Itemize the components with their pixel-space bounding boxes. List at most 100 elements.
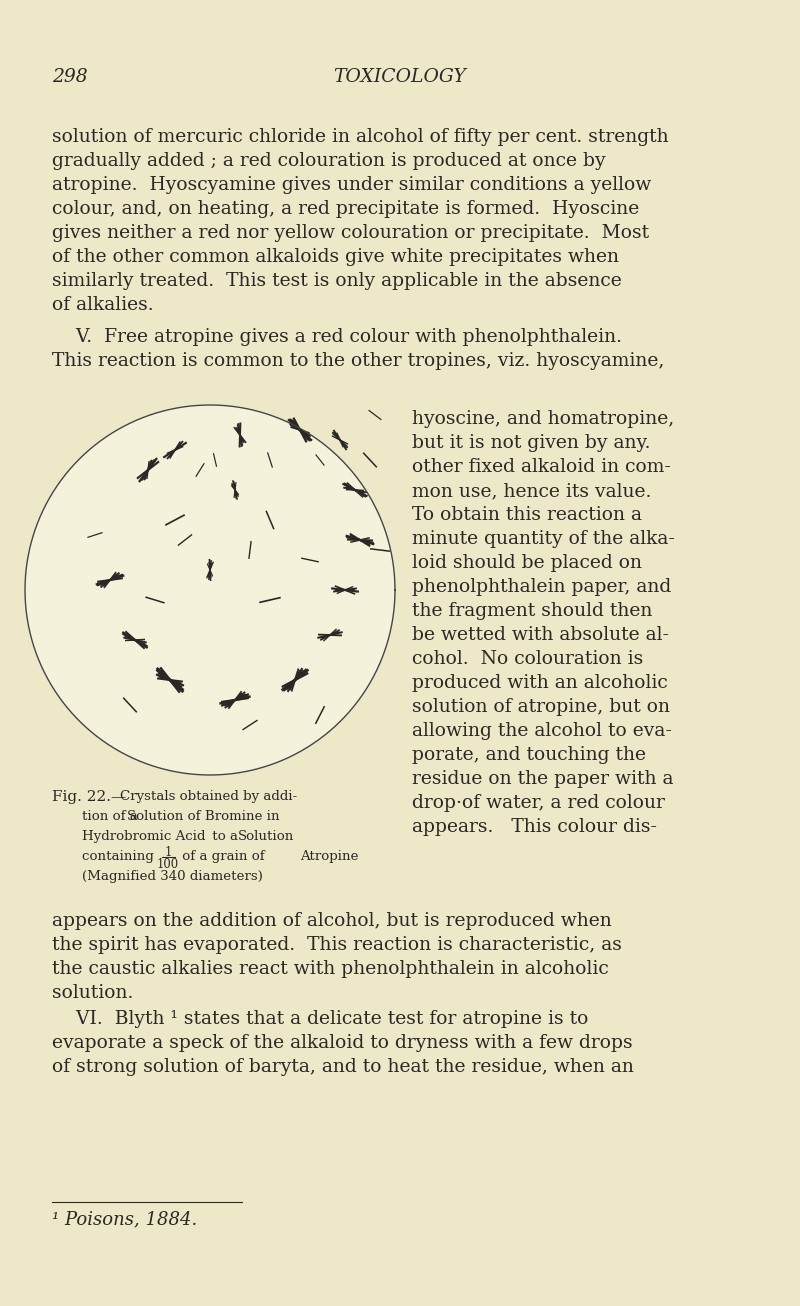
Polygon shape (332, 435, 348, 445)
Polygon shape (206, 563, 214, 577)
Polygon shape (236, 428, 244, 441)
Polygon shape (346, 482, 364, 498)
Polygon shape (332, 431, 348, 448)
Text: be wetted with absolute al-: be wetted with absolute al- (412, 626, 669, 644)
Polygon shape (165, 515, 185, 526)
Polygon shape (286, 670, 305, 691)
Polygon shape (232, 483, 238, 496)
Text: solution of atropine, but on: solution of atropine, but on (412, 697, 670, 716)
Polygon shape (208, 562, 212, 579)
Polygon shape (368, 410, 382, 421)
Text: produced with an alcoholic: produced with an alcoholic (412, 674, 668, 692)
Text: cohol.  No colouration is: cohol. No colouration is (412, 650, 643, 667)
Polygon shape (195, 462, 205, 477)
Polygon shape (230, 485, 239, 495)
Polygon shape (158, 671, 182, 688)
Polygon shape (162, 441, 187, 458)
Text: Solution of Bromine in: Solution of Bromine in (127, 810, 280, 823)
Text: hyoscine, and homatropine,: hyoscine, and homatropine, (412, 410, 674, 428)
Text: Crystals obtained by addi-: Crystals obtained by addi- (120, 790, 298, 803)
Polygon shape (103, 573, 117, 586)
Polygon shape (123, 636, 147, 644)
Polygon shape (290, 669, 299, 692)
Text: solution of mercuric chloride in alcohol of fifty per cent. strength: solution of mercuric chloride in alcohol… (52, 128, 669, 146)
Text: residue on the paper with a: residue on the paper with a (412, 771, 674, 788)
Polygon shape (333, 588, 357, 593)
Text: ¹ Poisons, 1884.: ¹ Poisons, 1884. (52, 1209, 198, 1228)
Polygon shape (206, 562, 214, 579)
Polygon shape (236, 427, 244, 443)
Polygon shape (331, 588, 359, 593)
Polygon shape (293, 417, 307, 443)
Polygon shape (136, 461, 160, 479)
Text: appears on the addition of alcohol, but is reproduced when: appears on the addition of alcohol, but … (52, 912, 612, 930)
Polygon shape (248, 541, 252, 559)
Polygon shape (219, 695, 251, 705)
Polygon shape (155, 674, 185, 687)
Text: tion of a: tion of a (82, 810, 142, 823)
Polygon shape (97, 577, 123, 582)
Polygon shape (144, 460, 152, 479)
Polygon shape (146, 461, 150, 479)
Polygon shape (238, 422, 242, 448)
Polygon shape (235, 427, 245, 443)
Polygon shape (289, 418, 311, 441)
Text: appears.   This colour dis-: appears. This colour dis- (412, 818, 657, 836)
Polygon shape (122, 631, 149, 649)
Polygon shape (362, 452, 378, 468)
Text: minute quantity of the alka-: minute quantity of the alka- (412, 530, 675, 549)
Text: the caustic alkalies react with phenolphthalein in alcoholic: the caustic alkalies react with phenolph… (52, 960, 609, 978)
Polygon shape (287, 418, 313, 441)
Polygon shape (233, 481, 237, 499)
Polygon shape (267, 452, 273, 468)
Polygon shape (155, 669, 185, 691)
Text: Solution: Solution (238, 831, 294, 842)
Polygon shape (209, 559, 211, 581)
Text: (Magnified 340 diameters): (Magnified 340 diameters) (82, 870, 263, 883)
Text: the fragment should then: the fragment should then (412, 602, 652, 620)
Text: gradually added ; a red colouration is produced at once by: gradually added ; a red colouration is p… (52, 151, 606, 170)
Text: colour, and, on heating, a red precipitate is formed.  Hyoscine: colour, and, on heating, a red precipita… (52, 200, 639, 218)
Polygon shape (242, 720, 258, 730)
Polygon shape (281, 669, 309, 692)
Polygon shape (122, 697, 138, 713)
Text: TOXICOLOGY: TOXICOLOGY (334, 68, 466, 86)
Polygon shape (97, 573, 123, 586)
Text: phenolphthalein paper, and: phenolphthalein paper, and (412, 579, 671, 596)
Text: similarly treated.  This test is only applicable in the absence: similarly treated. This test is only app… (52, 272, 622, 290)
Polygon shape (143, 460, 153, 481)
Polygon shape (224, 693, 246, 707)
Polygon shape (158, 675, 182, 684)
Polygon shape (159, 666, 181, 693)
Text: mon use, hence its value.: mon use, hence its value. (412, 482, 651, 500)
Polygon shape (125, 631, 146, 649)
Text: containing: containing (82, 850, 158, 863)
Polygon shape (292, 424, 308, 436)
Polygon shape (335, 589, 355, 592)
Polygon shape (290, 670, 301, 691)
Polygon shape (343, 487, 367, 494)
Polygon shape (233, 427, 247, 443)
Text: drop·of water, a red colour: drop·of water, a red colour (412, 794, 665, 812)
Text: Atropine: Atropine (300, 850, 358, 863)
Polygon shape (282, 669, 307, 692)
Text: of alkalies.: of alkalies. (52, 296, 154, 313)
Polygon shape (138, 457, 158, 483)
Polygon shape (166, 445, 183, 454)
Polygon shape (332, 432, 348, 447)
Text: porate, and touching the: porate, and touching the (412, 746, 646, 764)
Polygon shape (343, 482, 366, 498)
Polygon shape (290, 426, 310, 434)
Polygon shape (282, 671, 309, 688)
Polygon shape (141, 458, 155, 481)
Polygon shape (237, 424, 243, 445)
Text: 100: 100 (157, 858, 179, 871)
Polygon shape (346, 534, 374, 546)
Text: of strong solution of baryta, and to heat the residue, when an: of strong solution of baryta, and to hea… (52, 1058, 634, 1076)
Polygon shape (232, 481, 238, 500)
Polygon shape (238, 423, 242, 447)
Polygon shape (346, 535, 374, 545)
Text: gives neither a red nor yellow colouration or precipitate.  Most: gives neither a red nor yellow colourati… (52, 225, 649, 242)
Polygon shape (266, 511, 274, 529)
Polygon shape (95, 575, 125, 586)
